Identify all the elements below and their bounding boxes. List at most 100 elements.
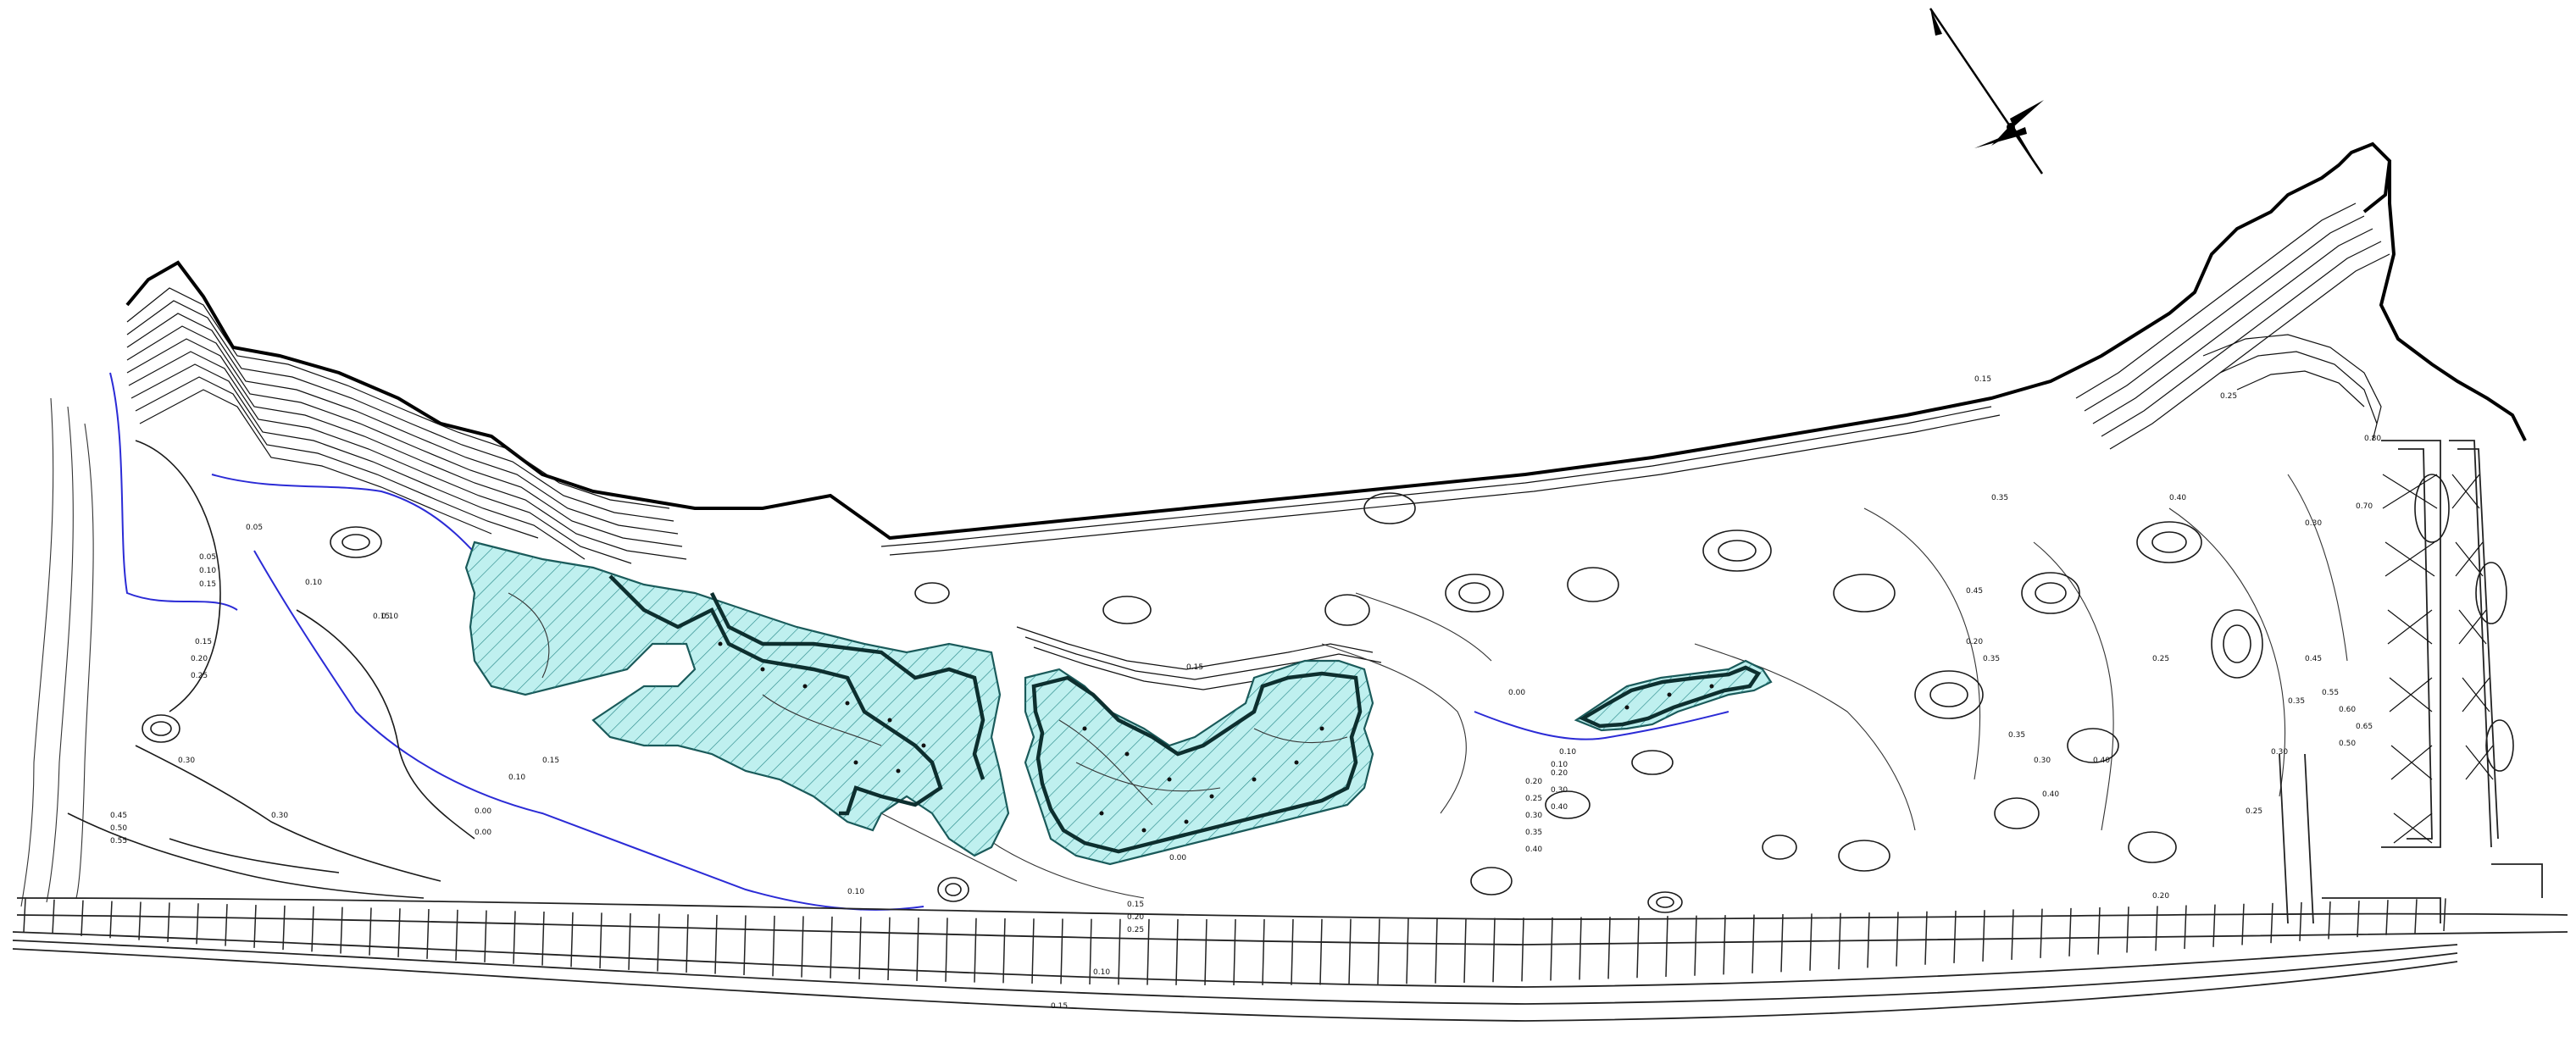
promenade-tick	[830, 916, 833, 979]
contour-label: 0.20	[2152, 892, 2169, 901]
promenade-tick	[714, 914, 718, 974]
contour-label: 0.05	[246, 524, 263, 532]
cliff-contours-left	[126, 287, 2001, 690]
promenade-tick	[1463, 918, 1467, 984]
promenade-tick	[1636, 916, 1640, 979]
promenade-tick	[772, 915, 775, 977]
water-area-3	[1574, 659, 1773, 732]
promenade-tick	[1896, 912, 1899, 967]
cliff-contours-right	[2075, 202, 2390, 450]
promenade-ticks	[23, 898, 2446, 986]
promenade-tick	[2155, 906, 2158, 951]
contour-label: 0.35	[2288, 697, 2305, 706]
promenade-tick	[1579, 917, 1582, 980]
contour-label: 0.20	[191, 655, 208, 663]
promenade-tick	[1291, 918, 1294, 985]
promenade-tick	[23, 898, 26, 933]
contour-label: 0.10	[1093, 968, 1110, 977]
contour-label: 0.35	[1991, 494, 2008, 502]
promenade-tick	[1521, 918, 1524, 982]
promenade-tick	[1435, 918, 1438, 984]
contour-label: 0.30	[271, 812, 288, 820]
promenade-tick	[1665, 916, 1668, 978]
promenade-tick	[225, 904, 228, 946]
promenade-tick	[513, 911, 516, 964]
contour-label: 0.25	[2152, 655, 2169, 663]
contour-label: 0.10	[847, 888, 864, 896]
contour-label: 0.15	[199, 580, 216, 589]
promenade-tick	[138, 901, 142, 940]
contour-label: 0.15	[1974, 375, 1991, 384]
contour-label: 0.00	[475, 807, 491, 816]
contour-label: 0.10	[381, 613, 398, 621]
contour-label: 0.45	[2305, 655, 2322, 663]
contour-labels: 0.050.100.150.050.100.150.150.200.250.30…	[110, 375, 2381, 1011]
promenade-tick	[1089, 918, 1092, 985]
promenade-tick	[1146, 918, 1150, 985]
promenade-tick	[253, 905, 257, 948]
contour-label: 0.20	[1551, 769, 1568, 778]
survey-points	[718, 641, 1714, 833]
promenade-tick	[1204, 918, 1208, 985]
promenade-tick	[455, 909, 458, 961]
promenade-tick	[52, 899, 55, 934]
contour-label: 0.40	[1551, 803, 1568, 812]
contour-label: 0.20	[1966, 638, 1983, 646]
promenade-tick	[1175, 918, 1179, 985]
promenade-tick	[80, 900, 84, 936]
contour-label: 0.15	[195, 638, 212, 646]
promenade-tick	[858, 917, 862, 979]
promenade-tick	[2068, 907, 2072, 956]
contour-label: 0.15	[1186, 663, 1203, 672]
water-area-2	[1024, 659, 1374, 866]
contour-label: 0.00	[1508, 689, 1525, 697]
promenade-tick	[2241, 903, 2245, 945]
contour-label: 0.30	[2305, 519, 2322, 528]
contour-label: 0.25	[1525, 795, 1542, 803]
promenade-tick	[1060, 918, 1063, 984]
promenade-tick	[1924, 911, 1928, 965]
promenade-tick	[1262, 918, 1265, 985]
promenade-tick	[2212, 904, 2216, 947]
contour-label: 0.30	[178, 757, 195, 765]
contour-label: 0.15	[1051, 1002, 1068, 1011]
promenade-tick	[801, 916, 804, 978]
contour-label: 0.50	[110, 824, 127, 833]
contour-label: 0.10	[1559, 748, 1576, 757]
contour-label: 0.45	[1966, 587, 1983, 596]
promenade-tick	[2328, 901, 2331, 940]
contour-label: 0.35	[1525, 829, 1542, 837]
contour-label: 0.25	[191, 672, 208, 680]
promenade-tick	[311, 906, 314, 952]
contour-label: 0.45	[110, 812, 127, 820]
contour-label: 0.30	[1525, 812, 1542, 820]
contour-label: 0.40	[2169, 494, 2186, 502]
water-area-1	[464, 541, 1010, 857]
contour-label: 0.30	[2034, 757, 2051, 765]
promenade-tick	[1550, 917, 1553, 981]
promenade-tick	[2184, 905, 2187, 950]
promenade-tick	[1492, 918, 1496, 983]
contour-label: 0.20	[1127, 913, 1144, 922]
promenade-tick	[1780, 913, 1784, 973]
promenade-tick	[1233, 918, 1236, 986]
promenade-tick	[1118, 918, 1121, 985]
north-arrow-icon	[1929, 8, 2044, 175]
contour-label: 0.40	[1525, 846, 1542, 854]
promenade-tick	[1406, 918, 1409, 984]
contour-label: 0.25	[2246, 807, 2262, 816]
promenade-tick	[484, 910, 487, 962]
promenade-tick	[628, 913, 631, 970]
promenade-tick	[1377, 918, 1380, 984]
promenade-tick	[2270, 902, 2273, 944]
promenade-tick	[2357, 901, 2360, 938]
contour-label: 0.70	[2356, 502, 2373, 511]
promenade-tick	[1002, 918, 1006, 984]
promenade-tick	[2299, 901, 2302, 941]
promenade-tick	[2040, 908, 2043, 958]
promenade-tick	[743, 915, 747, 976]
promenade-tick	[109, 901, 113, 939]
promenade-tick	[1607, 917, 1611, 979]
promenade-tick	[1031, 918, 1035, 984]
